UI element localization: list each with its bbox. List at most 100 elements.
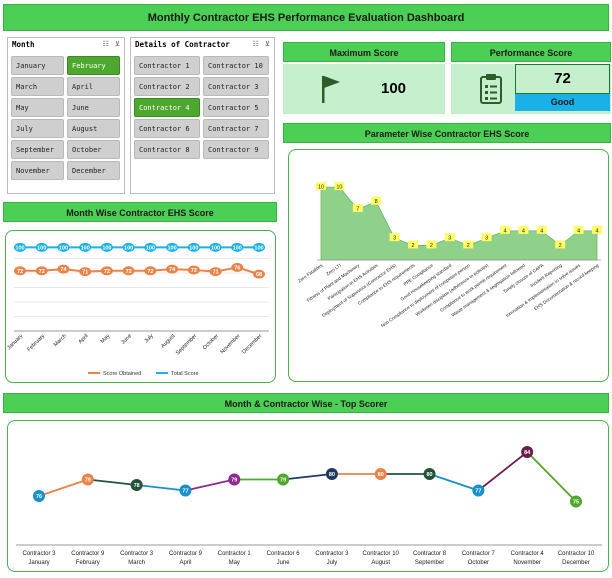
param-data-label: 3: [448, 236, 451, 242]
contractor-slicer-item-contractor-4[interactable]: Contractor 4: [134, 98, 200, 117]
performance-rating-badge: Good: [515, 94, 610, 111]
clear-filter-icon[interactable]: ⊻: [114, 41, 120, 48]
top-contractor-label: Contractor 8: [413, 551, 447, 557]
month-data-label: 72: [147, 269, 153, 275]
month-data-point: [253, 242, 265, 252]
month-data-label: 100: [81, 245, 90, 251]
month-slicer-header: Month: [12, 40, 35, 49]
performance-score-label: Performance Score: [451, 42, 611, 62]
month-data-label: 72: [104, 269, 110, 275]
contractor-slicer: Details of Contractor ☷ ⊻ Contractor 1 Con…: [130, 37, 275, 194]
contractor-slicer-item-contractor-1[interactable]: Contractor 1: [134, 56, 200, 75]
month-slicer-item-august[interactable]: August: [67, 119, 120, 138]
contractor-slicer-item-contractor-3[interactable]: Contractor 3: [203, 77, 269, 96]
param-data-label: 2: [467, 243, 470, 249]
month-data-label: 100: [233, 245, 242, 251]
param-data-label-box: [316, 182, 326, 191]
top-data-point: [472, 484, 485, 497]
month-category-label: September: [175, 333, 198, 356]
max-score-card: 100: [283, 64, 445, 114]
top-line-segment: [136, 484, 186, 492]
top-data-point: [277, 473, 290, 486]
top-contractor-label: Contractor 1: [218, 551, 252, 557]
param-data-label: 7: [356, 207, 359, 213]
month-category-label: May: [100, 333, 112, 345]
month-data-label: 100: [189, 245, 198, 251]
month-slicer-item-february[interactable]: February: [67, 56, 120, 75]
month-slicer-item-march[interactable]: March: [11, 77, 64, 96]
top-month-label: July: [327, 560, 338, 566]
param-data-label: 10: [318, 185, 324, 191]
param-data-label: 2: [411, 243, 414, 249]
month-data-point: [122, 266, 135, 276]
month-slicer-item-december[interactable]: December: [67, 161, 120, 180]
top-data-point: [33, 490, 45, 502]
param-data-label: 10: [336, 185, 342, 191]
month-slicer-item-november[interactable]: November: [11, 161, 64, 180]
top-data-label: 80: [426, 472, 432, 478]
top-data-point: [179, 484, 192, 497]
max-score-value: 100: [381, 80, 407, 97]
top-contractor-label: Contractor 4: [511, 551, 545, 557]
month-slicer-item-april[interactable]: April: [67, 77, 120, 96]
top-data-point: [81, 473, 94, 486]
month-data-label: 71: [212, 270, 218, 276]
month-category-label: October: [202, 333, 220, 351]
max-score-label: Maximum Score: [283, 42, 445, 62]
month-data-label: 74: [60, 267, 67, 273]
top-month-label: December: [562, 560, 590, 566]
multi-select-icon[interactable]: ☷: [102, 41, 109, 48]
param-data-label-box: [463, 240, 474, 249]
month-category-label: December: [241, 333, 263, 355]
month-slicer-item-january[interactable]: January: [11, 56, 64, 75]
month-data-label: 100: [124, 245, 133, 251]
contractor-slicer-item-contractor-9[interactable]: Contractor 9: [203, 140, 269, 159]
flag-icon: [322, 76, 340, 103]
month-slicer-item-may[interactable]: May: [11, 98, 64, 117]
top-data-label: 75: [573, 500, 579, 506]
month-data-point: [166, 242, 179, 252]
month-data-point: [144, 242, 157, 252]
top-contractor-label: Contractor 10: [558, 551, 595, 557]
month-category-label: February: [26, 333, 46, 353]
month-data-label: 100: [59, 245, 68, 251]
month-category-label: April: [78, 333, 90, 345]
month-slicer-item-october[interactable]: October: [67, 140, 120, 159]
contractor-slicer-item-contractor-8[interactable]: Contractor 8: [134, 140, 200, 159]
month-slicer-item-september[interactable]: September: [11, 140, 64, 159]
top-data-point: [228, 473, 241, 486]
top-line-segment: [477, 451, 528, 492]
month-data-point: [57, 264, 70, 274]
top-month-label: June: [277, 560, 291, 566]
performance-score-value: 72: [515, 64, 610, 94]
param-data-label: 4: [540, 228, 543, 234]
month-data-point: [187, 265, 200, 275]
month-data-point: [209, 267, 222, 277]
multi-select-icon[interactable]: ☷: [252, 41, 259, 48]
month-data-point: [79, 242, 92, 252]
month-slicer-item-june[interactable]: June: [67, 98, 120, 117]
month-slicer-item-july[interactable]: July: [11, 119, 64, 138]
contractor-slicer-item-contractor-7[interactable]: Contractor 7: [203, 119, 269, 138]
month-data-point: [79, 267, 92, 277]
contractor-slicer-item-contractor-5[interactable]: Contractor 5: [203, 98, 269, 117]
month-data-label: 71: [82, 270, 88, 276]
top-line-segment: [282, 473, 333, 481]
month-data-label: 100: [167, 245, 176, 251]
month-chart: 72 72 74 71 72 72 72 74 73 71 76 68 100 100 100 100 100 1…: [6, 242, 269, 377]
contractor-slicer-item-contractor-10[interactable]: Contractor 10: [203, 56, 269, 75]
contractor-slicer-item-contractor-2[interactable]: Contractor 2: [134, 77, 200, 96]
month-data-point: [100, 242, 113, 252]
param-category-label: Zero Fatalities: [297, 262, 324, 283]
top-month-label: January: [28, 560, 49, 566]
month-data-point: [35, 266, 48, 276]
top-month-label: November: [513, 560, 541, 566]
contractor-slicer-item-contractor-6[interactable]: Contractor 6: [134, 119, 200, 138]
param-data-label-box: [592, 225, 602, 234]
month-data-point: [187, 242, 200, 252]
top-chart-title: Month & Contractor Wise - Top Scorer: [3, 393, 609, 413]
month-category-label: November: [220, 333, 242, 355]
clear-filter-icon[interactable]: ⊻: [264, 41, 270, 48]
month-data-point: [231, 242, 244, 252]
